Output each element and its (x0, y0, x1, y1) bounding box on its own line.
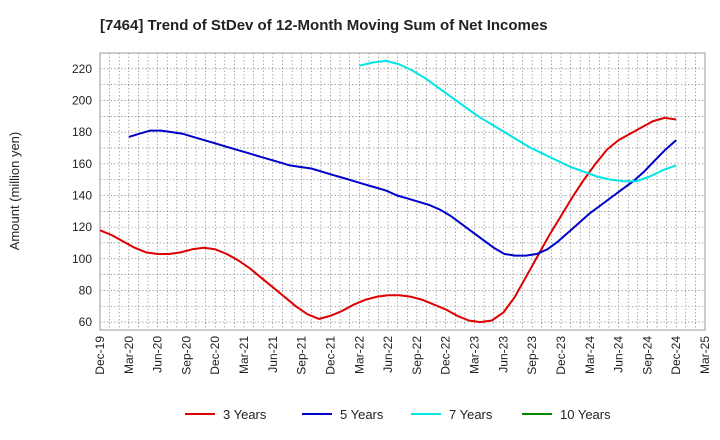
series-line-7-years (359, 59, 677, 183)
y-tick-label: 160 (72, 157, 92, 171)
x-tick-label: Mar-23 (468, 336, 482, 374)
legend-label: 7 Years (449, 407, 493, 422)
y-tick-label: 220 (72, 62, 92, 76)
y-tick-label: 80 (79, 283, 93, 297)
y-tick-label: 120 (72, 220, 92, 234)
x-tick-label: Dec-19 (93, 336, 107, 375)
y-tick-label: 200 (72, 93, 92, 107)
chart-title: [7464] Trend of StDev of 12-Month Moving… (100, 17, 548, 34)
x-tick-label: Jun-20 (151, 336, 165, 373)
x-tick-label: Jun-23 (496, 336, 510, 373)
x-tick-label: Sep-24 (640, 336, 654, 375)
x-tick-label: Mar-20 (122, 336, 136, 374)
x-tick-label: Mar-22 (352, 336, 366, 374)
x-tick-label: Mar-24 (583, 336, 597, 374)
legend-label: 5 Years (340, 407, 384, 422)
x-tick-label: Jun-21 (266, 336, 280, 373)
legend-label: 3 Years (223, 407, 267, 422)
x-tick-label: Sep-21 (295, 336, 309, 375)
legend: 3 Years 5 Years 7 Years 10 Years (185, 407, 611, 422)
x-tick-label: Dec-23 (554, 336, 568, 375)
series-line-5-years (128, 129, 677, 257)
series-line-3-years (99, 116, 677, 324)
y-tick-label: 140 (72, 188, 92, 202)
x-tick-label: Jun-24 (612, 336, 626, 373)
plot-frame (99, 52, 706, 331)
x-tick-label: Sep-23 (525, 336, 539, 375)
x-axis: Dec-19 Mar-20 Jun-20 Sep-20 Dec-20 Mar-21 Jun-… (93, 336, 712, 375)
x-tick-label: Mar-21 (237, 336, 251, 374)
y-axis: 60 80 100 120 140 160 180 200 220 (72, 62, 92, 329)
x-tick-label: Dec-24 (669, 336, 683, 375)
y-tick-label: 100 (72, 252, 92, 266)
x-tick-label: Dec-21 (323, 336, 337, 375)
x-tick-label: Dec-20 (208, 336, 222, 375)
x-tick-label: Mar-25 (698, 336, 712, 374)
series-lines (99, 59, 677, 324)
y-tick-label: 60 (79, 315, 93, 329)
plot-grid (99, 53, 706, 330)
x-tick-label: Sep-22 (410, 336, 424, 375)
x-tick-label: Dec-22 (439, 336, 453, 375)
legend-label: 10 Years (560, 407, 611, 422)
y-tick-label: 180 (72, 125, 92, 139)
x-tick-label: Sep-20 (179, 336, 193, 375)
x-tick-label: Jun-22 (381, 336, 395, 373)
y-axis-label: Amount (million yen) (7, 132, 22, 251)
